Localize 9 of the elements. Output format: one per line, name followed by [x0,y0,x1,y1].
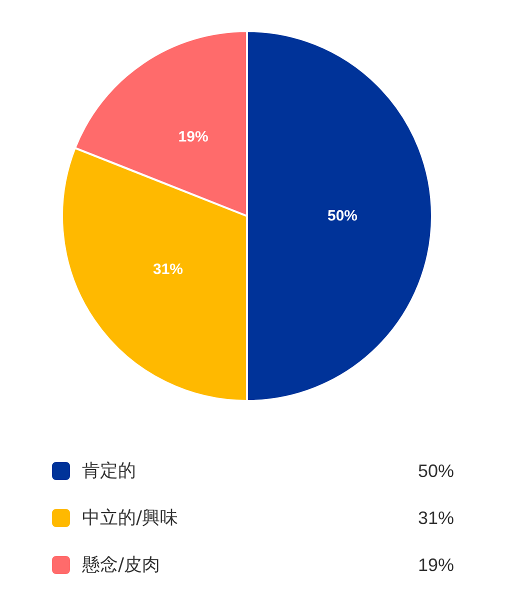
legend-label: 肯定的 [82,460,136,482]
data-label: 50% [327,208,358,224]
text: 19% [418,555,454,575]
text: 31% [418,508,454,528]
data-label: 19% [178,128,208,146]
text: 50% [418,461,454,481]
data-label: 31% [153,261,184,278]
legend-label: 懸念/皮肉 [81,554,160,576]
legend-label: 中立的/興味 [82,508,178,528]
